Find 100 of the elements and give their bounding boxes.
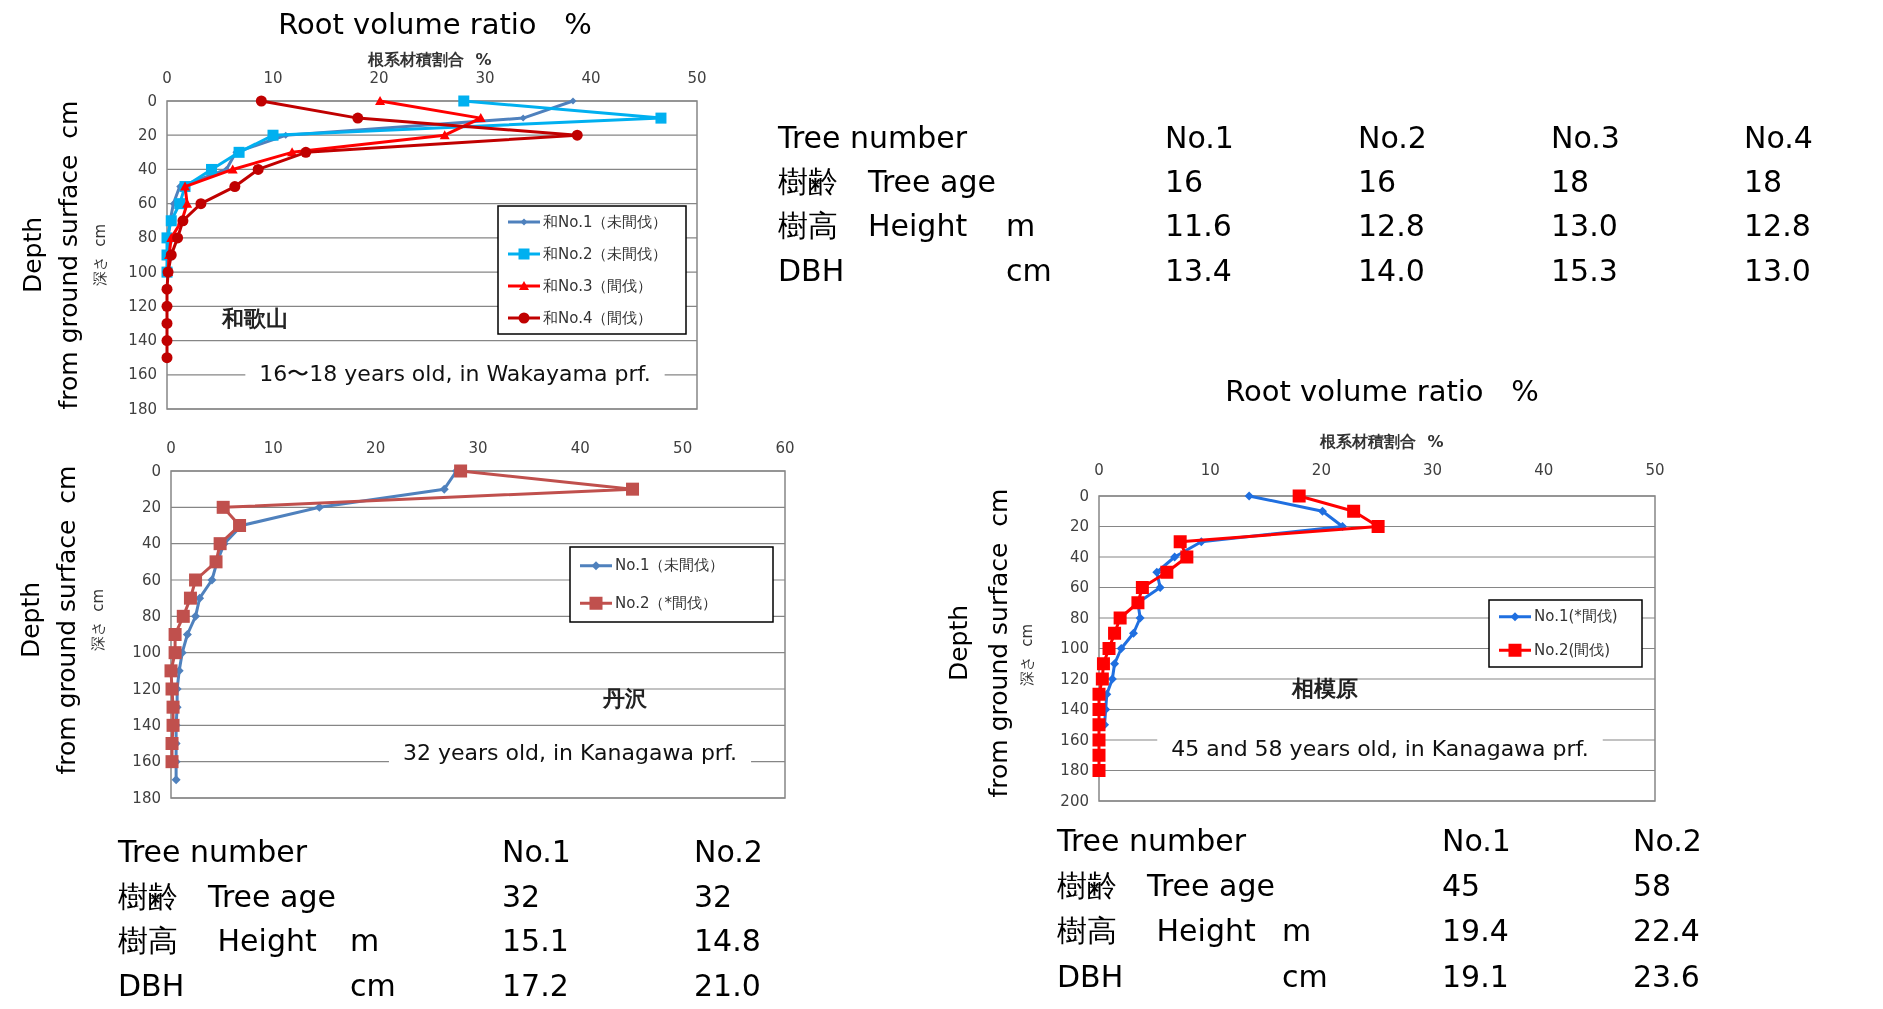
y-tick-label: 180	[1060, 761, 1089, 779]
text: 13.4	[1165, 252, 1232, 288]
point	[267, 129, 279, 141]
y-tick-label: 100	[128, 262, 157, 281]
point	[1092, 687, 1106, 701]
y-tick-label: 140	[128, 331, 157, 350]
y-tick-label: 40	[141, 534, 161, 553]
category-label: cm	[1282, 958, 1328, 994]
y-tick-label: 40	[1069, 547, 1089, 566]
text: 18	[1744, 163, 1783, 199]
point	[233, 146, 245, 158]
annotation: 45 and 58 years old, in Kanagawa prf.	[1171, 736, 1589, 761]
y-tick-label: 80	[141, 606, 161, 625]
text: 58	[1633, 867, 1672, 903]
legend-label: 和No.1（未間伐）	[543, 212, 668, 231]
text: 19.4	[1442, 912, 1509, 948]
point	[176, 609, 190, 623]
y-tick-label: 60	[1069, 578, 1089, 596]
point	[458, 95, 470, 107]
y-tick-label: 20	[1069, 517, 1089, 535]
y-tick-label: 140	[1060, 700, 1089, 718]
annotation: 和歌山	[221, 306, 288, 331]
text: 12.8	[1744, 207, 1811, 243]
annotation: 相模原	[1291, 676, 1358, 701]
point	[168, 628, 182, 641]
legend-label: 和No.4（間伐）	[543, 308, 653, 327]
text: 13.0	[1551, 207, 1618, 243]
text: 深さ cm	[1017, 623, 1036, 687]
text: 15.3	[1551, 252, 1618, 288]
point	[165, 737, 179, 750]
legend-label: No.1(*間伐)	[1534, 607, 1618, 626]
x-tick-label: 40	[581, 68, 601, 87]
point	[233, 519, 247, 532]
legend-label: 和No.3（間伐）	[543, 276, 653, 295]
point	[475, 113, 486, 123]
text: 12.8	[1358, 207, 1425, 243]
y-tick-label: 40	[137, 159, 157, 178]
text: 32	[502, 878, 541, 914]
y-tick-label: 0	[1079, 486, 1089, 505]
point	[1160, 565, 1174, 579]
category-label: DBH	[1057, 958, 1124, 994]
point	[207, 575, 217, 585]
point	[165, 755, 179, 769]
point	[1135, 613, 1145, 623]
text: 深さ cm	[90, 223, 109, 287]
point	[1244, 491, 1254, 501]
text: 13.0	[1744, 252, 1811, 288]
point	[1347, 504, 1361, 518]
text: 45	[1442, 867, 1481, 903]
point	[1170, 552, 1180, 562]
y-tick-label: 120	[1060, 669, 1089, 688]
y-tick-label: 200	[1060, 791, 1089, 810]
category-label: 樹高 Height	[778, 207, 968, 243]
category-label: m	[1006, 207, 1036, 243]
point	[1092, 748, 1106, 762]
legend-label: No.2（*間伐）	[615, 593, 717, 612]
x-tick-label: 0	[1094, 460, 1104, 479]
point	[1113, 611, 1127, 625]
text: 23.6	[1633, 958, 1700, 994]
point	[1155, 583, 1165, 592]
category-label: m	[1282, 912, 1312, 948]
category-label: 樹齢 Tree age	[118, 878, 336, 914]
x-tick-label: 40	[1534, 460, 1554, 479]
category-label: No.3	[1551, 119, 1620, 155]
point	[161, 352, 173, 364]
point	[191, 611, 201, 621]
text: 32	[694, 878, 733, 914]
point	[1108, 626, 1122, 640]
x-tick-label: 50	[687, 68, 707, 87]
point	[206, 163, 218, 175]
point	[182, 630, 192, 639]
point	[161, 283, 173, 295]
y-tick-label: 160	[128, 365, 157, 384]
y-tick-label: 100	[132, 643, 161, 662]
x-tick-label: 10	[263, 68, 283, 87]
x-axis-title: 根系材積割合 %	[1319, 431, 1444, 451]
point	[172, 232, 184, 244]
point	[571, 129, 583, 141]
point	[174, 198, 186, 210]
y-tick-label: 160	[1060, 730, 1089, 749]
annotation: 16〜18 years old, in Wakayama prf.	[259, 361, 651, 386]
point	[166, 700, 180, 714]
x-tick-label: 50	[1645, 460, 1665, 479]
point	[227, 164, 238, 174]
point	[161, 335, 173, 347]
point	[1096, 657, 1110, 671]
point	[569, 97, 577, 105]
y-tick-label: 120	[128, 296, 157, 315]
x-tick-label: 30	[1423, 460, 1443, 479]
point	[1092, 764, 1106, 777]
category-label: cm	[350, 967, 396, 1003]
category-label: DBH	[778, 252, 845, 288]
x-tick-label: 30	[468, 438, 488, 457]
category-label: No.2	[1358, 119, 1427, 155]
legend-label: No.2(間伐)	[1534, 640, 1611, 659]
point	[195, 593, 205, 603]
category-label: 樹齢 Tree age	[778, 163, 996, 199]
text: 16	[1358, 163, 1397, 199]
y-tick-label: 60	[141, 570, 161, 589]
y-tick-label: 180	[132, 788, 161, 807]
